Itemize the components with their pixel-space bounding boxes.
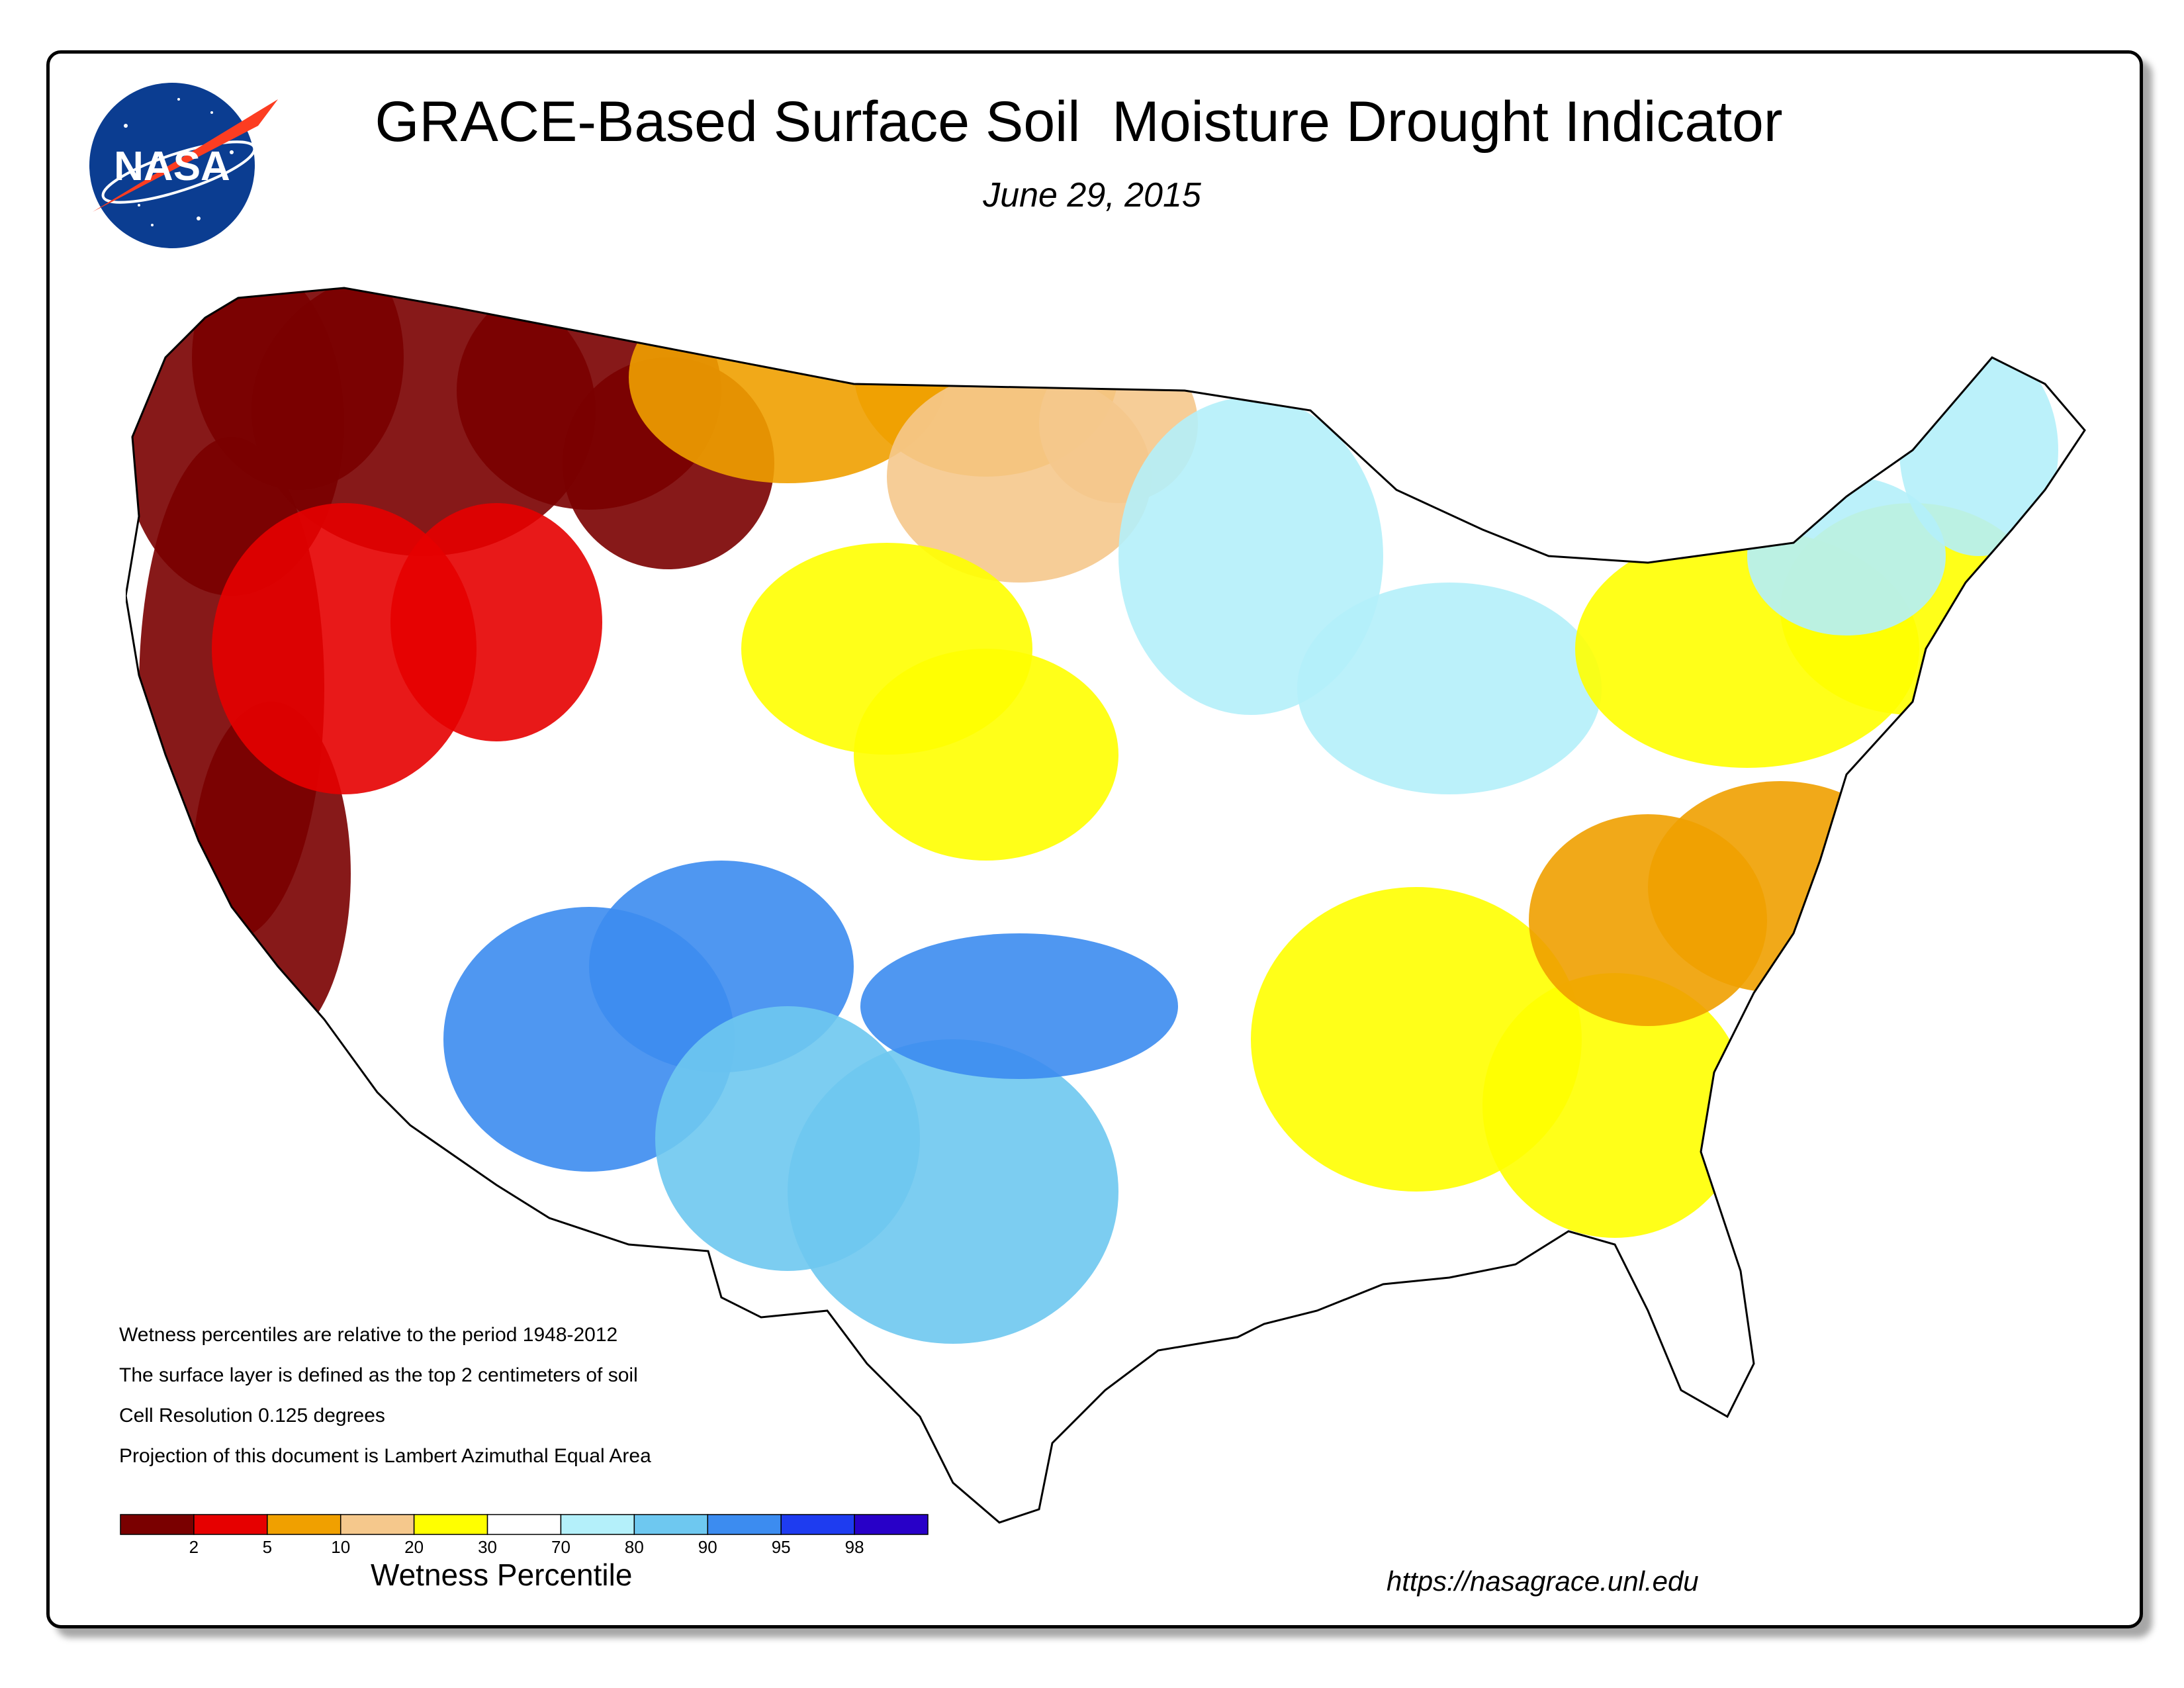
nasa-logo: NASA xyxy=(89,83,278,248)
legend-swatch xyxy=(780,1514,855,1535)
us-soil-moisture-map xyxy=(126,287,2086,1524)
legend-tick: 30 xyxy=(478,1537,497,1557)
legend-swatch xyxy=(413,1514,488,1535)
legend-tick: 2 xyxy=(189,1537,199,1557)
legend-tick: 90 xyxy=(698,1537,717,1557)
legend-tick: 80 xyxy=(624,1537,644,1557)
notes-block: Wetness percentiles are relative to the … xyxy=(119,1324,651,1485)
website-link[interactable]: https://nasagrace.unl.edu xyxy=(1387,1566,1699,1597)
region-kansas xyxy=(741,543,1032,755)
legend-tick: 70 xyxy=(551,1537,570,1557)
legend-swatch xyxy=(707,1514,782,1535)
legend-tick: 20 xyxy=(404,1537,424,1557)
legend-tick: 95 xyxy=(771,1537,791,1557)
legend-swatch xyxy=(486,1514,562,1535)
map-title: GRACE-Based Surface Soil Moisture Drough… xyxy=(375,90,1783,154)
region-midwest xyxy=(1297,583,1602,794)
region-texas xyxy=(655,1006,920,1271)
note-line: The surface layer is defined as the top … xyxy=(119,1364,638,1386)
region-midwest xyxy=(1118,397,1383,715)
note-line: Cell Resolution 0.125 degrees xyxy=(119,1405,385,1427)
legend-tick: 5 xyxy=(262,1537,273,1557)
legend-tick-labels: 2 5 10 20 30 70 80 90 95 98 xyxy=(119,1537,933,1564)
svg-text:NASA: NASA xyxy=(114,144,230,189)
note-line: Wetness percentiles are relative to the … xyxy=(119,1324,618,1346)
region-great-basin xyxy=(390,503,602,741)
legend-tick: 98 xyxy=(844,1537,864,1557)
legend-swatch xyxy=(267,1514,341,1535)
legend-colorbar xyxy=(120,1514,929,1535)
legend-swatch xyxy=(340,1514,415,1535)
legend-swatch xyxy=(120,1514,195,1535)
note-line: Projection of this document is Lambert A… xyxy=(119,1445,651,1467)
legend-swatch xyxy=(193,1514,268,1535)
region-oklahoma xyxy=(860,933,1178,1079)
legend-title: Wetness Percentile xyxy=(371,1558,633,1592)
map-date: June 29, 2015 xyxy=(983,176,1201,214)
legend-swatch xyxy=(560,1514,635,1535)
region-southeast xyxy=(1482,973,1747,1238)
legend-tick: 10 xyxy=(331,1537,351,1557)
region-carolinas xyxy=(1529,814,1767,1026)
legend-swatch xyxy=(633,1514,709,1535)
region-new-england xyxy=(1747,477,1946,635)
legend-swatch xyxy=(854,1514,929,1535)
